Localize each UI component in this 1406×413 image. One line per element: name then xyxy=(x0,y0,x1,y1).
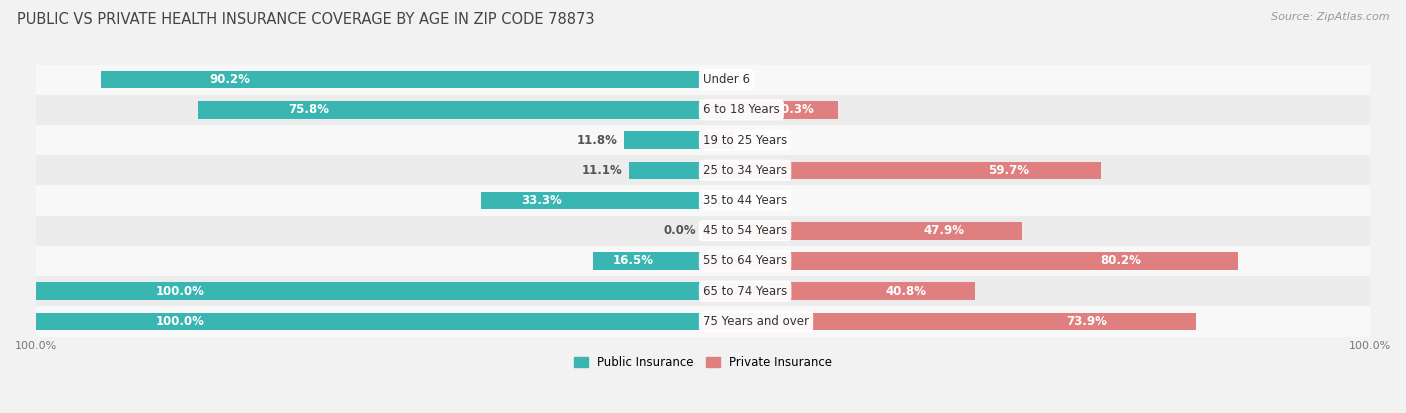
Text: 33.3%: 33.3% xyxy=(520,194,561,207)
Text: PUBLIC VS PRIVATE HEALTH INSURANCE COVERAGE BY AGE IN ZIP CODE 78873: PUBLIC VS PRIVATE HEALTH INSURANCE COVER… xyxy=(17,12,595,27)
Bar xyxy=(481,192,703,209)
Bar xyxy=(703,131,734,149)
Text: 35 to 44 Years: 35 to 44 Years xyxy=(703,194,787,207)
Text: 0.0%: 0.0% xyxy=(710,194,742,207)
Bar xyxy=(37,216,1369,246)
Text: 11.1%: 11.1% xyxy=(582,164,623,177)
Bar xyxy=(703,282,976,300)
Bar xyxy=(37,313,703,330)
Text: 65 to 74 Years: 65 to 74 Years xyxy=(703,285,787,298)
Text: 0.0%: 0.0% xyxy=(710,73,742,86)
Text: 0.0%: 0.0% xyxy=(664,224,696,237)
Bar xyxy=(101,71,703,88)
Bar xyxy=(197,101,703,119)
Text: 20.3%: 20.3% xyxy=(773,103,814,116)
Bar xyxy=(703,222,1022,240)
Bar xyxy=(37,246,1369,276)
Text: 100.0%: 100.0% xyxy=(156,285,205,298)
Text: Under 6: Under 6 xyxy=(703,73,749,86)
Text: 75.8%: 75.8% xyxy=(288,103,329,116)
Text: 11.8%: 11.8% xyxy=(576,133,617,147)
Text: 90.2%: 90.2% xyxy=(209,73,250,86)
Bar xyxy=(624,131,703,149)
Text: 19 to 25 Years: 19 to 25 Years xyxy=(703,133,787,147)
Text: Source: ZipAtlas.com: Source: ZipAtlas.com xyxy=(1271,12,1389,22)
Bar xyxy=(37,155,1369,185)
Bar xyxy=(593,252,703,270)
Bar xyxy=(37,306,1369,337)
Bar xyxy=(37,282,703,300)
Bar xyxy=(703,101,838,119)
Bar xyxy=(703,252,1237,270)
Text: 47.9%: 47.9% xyxy=(924,224,965,237)
Legend: Public Insurance, Private Insurance: Public Insurance, Private Insurance xyxy=(569,351,837,374)
Text: 6 to 18 Years: 6 to 18 Years xyxy=(703,103,780,116)
Text: 55 to 64 Years: 55 to 64 Years xyxy=(703,254,787,268)
Bar xyxy=(37,95,1369,125)
Bar xyxy=(703,161,1101,179)
Bar xyxy=(37,276,1369,306)
Bar xyxy=(37,64,1369,95)
Bar xyxy=(628,161,703,179)
Text: 59.7%: 59.7% xyxy=(988,164,1029,177)
Bar xyxy=(703,313,1197,330)
Bar xyxy=(37,125,1369,155)
Text: 100.0%: 100.0% xyxy=(156,315,205,328)
Text: 4.7%: 4.7% xyxy=(741,133,773,147)
Text: 25 to 34 Years: 25 to 34 Years xyxy=(703,164,787,177)
Text: 16.5%: 16.5% xyxy=(613,254,654,268)
Bar xyxy=(37,185,1369,216)
Text: 45 to 54 Years: 45 to 54 Years xyxy=(703,224,787,237)
Text: 73.9%: 73.9% xyxy=(1066,315,1107,328)
Text: 80.2%: 80.2% xyxy=(1101,254,1142,268)
Text: 75 Years and over: 75 Years and over xyxy=(703,315,808,328)
Text: 40.8%: 40.8% xyxy=(886,285,927,298)
